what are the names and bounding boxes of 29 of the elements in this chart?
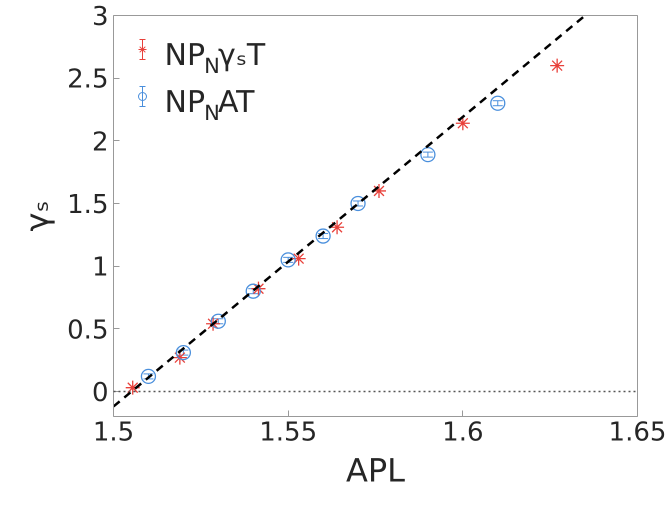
point: [140, 368, 156, 384]
x-tick-label: 1.65: [608, 418, 666, 448]
point: [210, 314, 226, 329]
point: [205, 316, 221, 332]
point: [350, 196, 366, 212]
x-axis-title: APL: [346, 452, 406, 490]
y-tick-label: 0.5: [67, 315, 109, 346]
y-axis-title: γₛ: [18, 200, 56, 232]
point: [490, 96, 506, 111]
point: [280, 252, 296, 268]
y-tick-label: 1.5: [67, 190, 109, 220]
point: [290, 250, 306, 266]
point: [250, 281, 266, 296]
point: [125, 380, 140, 396]
x-tick-label: 1.6: [442, 418, 484, 448]
y-tick-label: 2.5: [67, 64, 109, 95]
point: [455, 116, 470, 131]
point: [550, 58, 565, 74]
point: [371, 183, 387, 199]
point: [329, 220, 345, 235]
x-tick-label: 1.55: [259, 418, 318, 448]
point: [315, 228, 331, 244]
y-tick-label: 0: [92, 378, 109, 408]
point: [420, 146, 436, 162]
point: [176, 344, 192, 360]
y-tick-label: 3: [92, 2, 109, 32]
point: [246, 284, 261, 299]
y-tick-label: 1: [92, 252, 109, 283]
y-tick-label: 2: [92, 127, 109, 158]
